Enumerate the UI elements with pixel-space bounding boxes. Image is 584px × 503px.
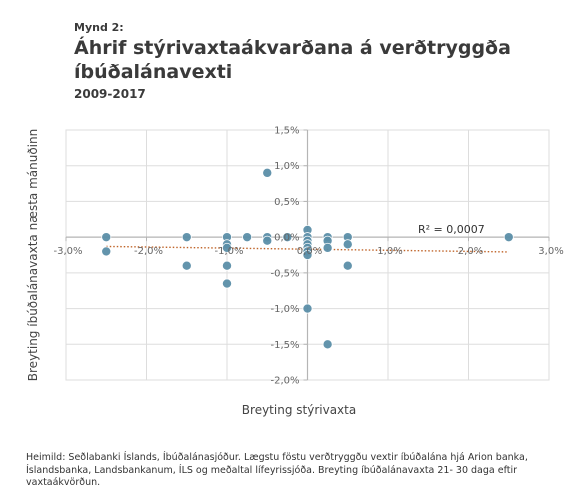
x-tick-label: 3,0% bbox=[538, 246, 563, 257]
data-points bbox=[101, 167, 514, 350]
x-tick-label: -3,0% bbox=[53, 246, 82, 257]
x-tick-label: -2,0% bbox=[134, 246, 163, 257]
chart-title: Áhrif stýrivaxtaákvarðana á verðtryggða … bbox=[74, 37, 511, 83]
data-point bbox=[101, 232, 112, 243]
data-point bbox=[221, 260, 232, 271]
data-point bbox=[181, 232, 192, 243]
y-tick-label: 1,5% bbox=[274, 126, 299, 137]
r-squared-annotation: R² = 0,0007 bbox=[418, 223, 485, 236]
data-point bbox=[181, 260, 192, 271]
data-point bbox=[282, 232, 293, 243]
data-point bbox=[342, 239, 353, 250]
data-point bbox=[262, 235, 273, 246]
x-tick-label: 1,0% bbox=[377, 246, 402, 257]
y-tick-label: 1,0% bbox=[274, 161, 299, 172]
x-tick-label: 2,0% bbox=[458, 246, 483, 257]
data-point bbox=[101, 246, 112, 257]
trendline-layer bbox=[106, 245, 509, 253]
y-tick-label: -1,0% bbox=[270, 304, 299, 315]
source-note: Heimild: Seðlabanki Íslands, Íbúðalánasj… bbox=[26, 452, 528, 488]
data-point bbox=[503, 232, 514, 243]
data-point bbox=[242, 232, 253, 243]
scatter-chart: -3,0% -2,0% -1,0% 0,0% 1,0% 2,0% 3,0% 1,5% 1,0% 0… bbox=[26, 126, 564, 418]
data-point bbox=[221, 278, 232, 289]
chart-subtitle: 2009-2017 bbox=[74, 87, 146, 101]
y-tick-label: -2,0% bbox=[270, 376, 299, 387]
x-axis-label: Breyting stýrivaxta bbox=[242, 403, 356, 417]
data-point bbox=[302, 303, 313, 314]
tick-labels: -3,0% -2,0% -1,0% 0,0% 1,0% 2,0% 3,0% 1,5% 1,0% 0… bbox=[53, 126, 563, 387]
data-point bbox=[342, 260, 353, 271]
data-point bbox=[262, 167, 273, 178]
y-tick-label: -1,5% bbox=[270, 340, 299, 351]
figure-label: Mynd 2: bbox=[74, 21, 124, 34]
x-tick-label: -1,0% bbox=[214, 246, 243, 257]
data-point bbox=[322, 242, 333, 253]
x-tick-label: 0,0% bbox=[297, 246, 322, 257]
data-point bbox=[322, 339, 333, 350]
trendline bbox=[106, 245, 509, 253]
data-point bbox=[221, 242, 232, 253]
y-tick-label: -0,5% bbox=[270, 268, 299, 279]
data-point bbox=[302, 249, 313, 260]
y-axis-label: Breyting íbúðalánavaxta næsta mánuðinn bbox=[26, 129, 40, 381]
y-tick-label: 0,5% bbox=[274, 197, 299, 208]
y-tick-label: 0,0% bbox=[274, 233, 299, 244]
